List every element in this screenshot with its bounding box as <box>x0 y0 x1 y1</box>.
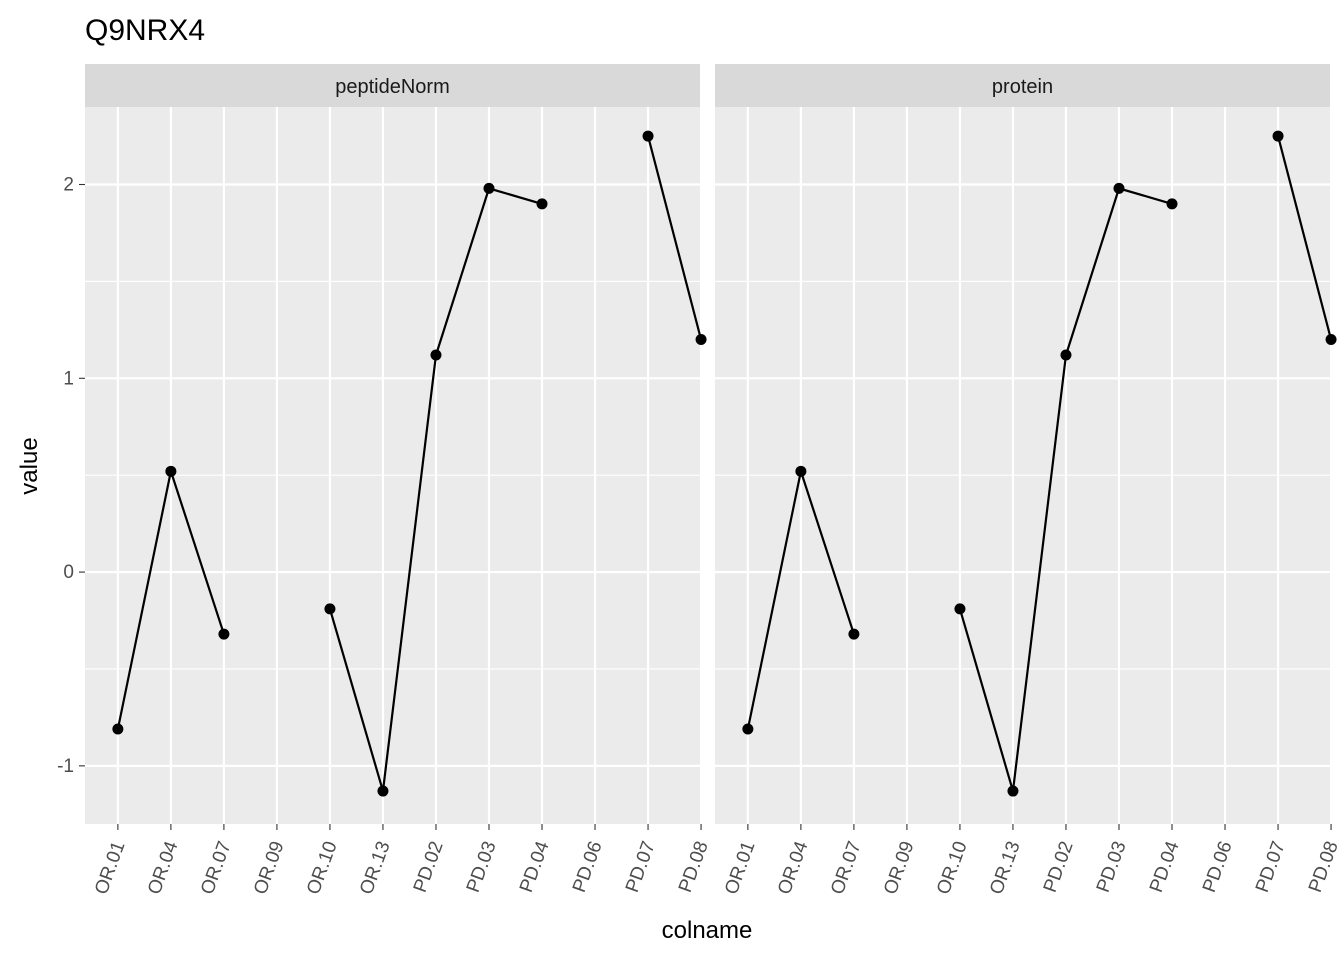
data-point <box>642 130 654 142</box>
x-tick-label: PD.07 <box>622 839 660 896</box>
facet-strip <box>85 64 700 107</box>
data-point <box>324 603 336 615</box>
x-tick-label: OR.09 <box>880 839 919 898</box>
data-point <box>377 785 389 797</box>
facet-panel-protein: protein OR.01 OR.04 OR.07 OR.09 OR.10 OR.13 PD.… <box>715 64 1343 897</box>
y-tick-label: -1 <box>57 756 74 777</box>
chart-title: Q9NRX4 <box>85 14 205 47</box>
data-point <box>954 603 966 615</box>
data-point <box>742 723 754 735</box>
data-point <box>1113 182 1125 194</box>
facet-panels: -1 0 1 2 peptideNorm OR.01 OR.04 OR.07 OR.09 OR.1… <box>57 64 1343 897</box>
x-tick-label: PD.04 <box>1146 838 1184 895</box>
facet-strip <box>715 64 1330 107</box>
data-point <box>112 723 124 735</box>
facet-strip-label: protein <box>992 76 1053 98</box>
y-tick-label: 2 <box>63 175 74 196</box>
x-tick-label: OR.01 <box>91 839 130 898</box>
data-point <box>1325 334 1337 346</box>
y-tick-label: 1 <box>63 368 74 389</box>
y-tick-label: 0 <box>63 562 74 583</box>
x-tick-label: PD.03 <box>463 839 501 896</box>
x-tick-label: OR.07 <box>197 839 236 898</box>
data-point <box>695 334 707 346</box>
data-point <box>848 628 860 640</box>
x-tick-label: OR.10 <box>933 839 972 898</box>
series-line <box>646 135 703 340</box>
series-line <box>1276 135 1333 340</box>
data-point <box>1007 785 1019 797</box>
x-axis-title: colname <box>662 917 753 944</box>
data-point <box>1272 130 1284 142</box>
data-point <box>1166 198 1178 210</box>
x-tick-label: OR.04 <box>774 838 813 897</box>
x-tick-label: OR.13 <box>986 839 1025 898</box>
data-point <box>536 198 548 210</box>
x-tick-label: PD.02 <box>1040 839 1078 896</box>
x-tick-label: OR.09 <box>250 839 289 898</box>
data-point <box>795 465 807 477</box>
y-axis-title: value <box>16 437 43 494</box>
x-tick-label: OR.04 <box>144 838 183 897</box>
facet-strip-label: peptideNorm <box>335 76 450 98</box>
facet-panel-peptideNorm: peptideNorm OR.01 OR.04 OR.07 OR.09 OR.10 OR.1… <box>85 64 713 897</box>
x-tick-label: PD.07 <box>1252 839 1290 896</box>
x-tick-label: PD.06 <box>569 839 607 896</box>
x-tick-label: PD.08 <box>675 839 713 896</box>
data-point <box>218 628 230 640</box>
data-point <box>1060 349 1072 361</box>
x-tick-label: PD.02 <box>410 839 448 896</box>
x-tick-label: PD.04 <box>516 838 554 895</box>
x-tick-label: OR.01 <box>721 839 760 898</box>
x-tick-label: OR.13 <box>356 839 395 898</box>
x-tick-label: PD.03 <box>1093 839 1131 896</box>
data-point <box>483 182 495 194</box>
data-point <box>430 349 442 361</box>
x-tick-label: PD.08 <box>1305 839 1343 896</box>
data-point <box>165 465 177 477</box>
x-tick-label: OR.10 <box>303 839 342 898</box>
x-tick-label: OR.07 <box>827 839 866 898</box>
x-tick-label: PD.06 <box>1199 839 1237 896</box>
